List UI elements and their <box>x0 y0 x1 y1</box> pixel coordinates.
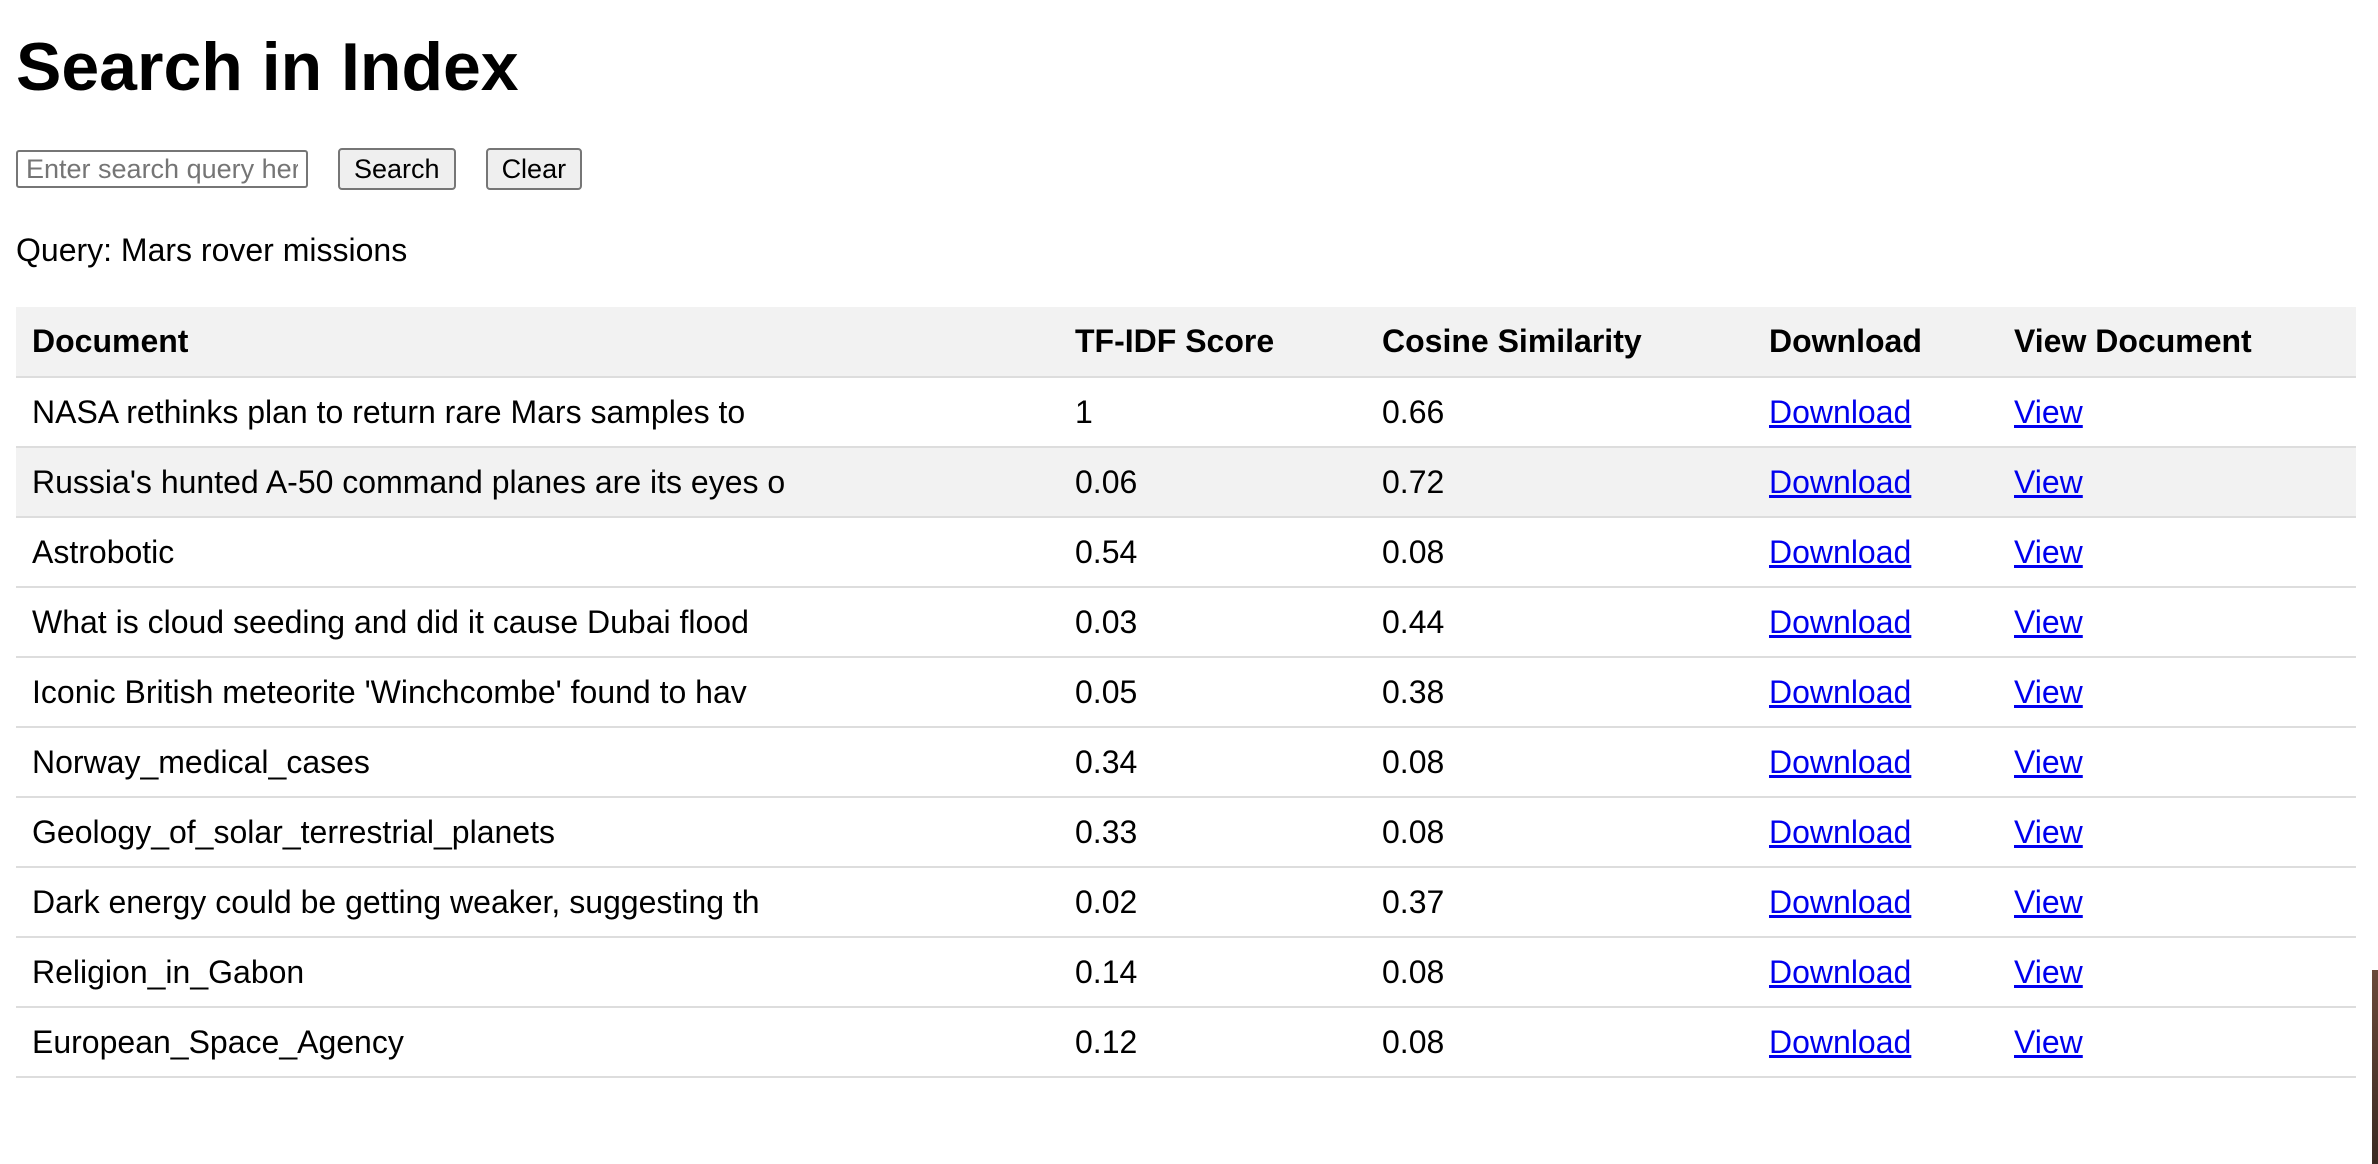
page-title: Search in Index <box>16 29 519 105</box>
table-row: Geology_of_solar_terrestrial_planets 0.3… <box>16 797 2356 868</box>
results-table: Document TF-IDF Score Cosine Similarity … <box>16 307 2356 1078</box>
cell-document: NASA rethinks plan to return rare Mars s… <box>16 377 1059 448</box>
download-link[interactable]: Download <box>1769 1023 1912 1060</box>
window-edge-decoration <box>2372 970 2378 1164</box>
download-link[interactable]: Download <box>1769 463 1912 500</box>
search-input[interactable] <box>16 150 308 188</box>
cell-tfidf: 0.12 <box>1059 1007 1366 1078</box>
download-link[interactable]: Download <box>1769 533 1912 570</box>
cell-tfidf: 0.02 <box>1059 867 1366 938</box>
cell-cosine: 0.38 <box>1366 657 1753 728</box>
view-link[interactable]: View <box>2014 393 2083 430</box>
cell-view: View <box>1998 937 2356 1008</box>
download-link[interactable]: Download <box>1769 603 1912 640</box>
cell-tfidf: 0.34 <box>1059 727 1366 798</box>
cell-cosine: 0.37 <box>1366 867 1753 938</box>
table-row: Russia's hunted A-50 command planes are … <box>16 447 2356 518</box>
cell-cosine: 0.72 <box>1366 447 1753 518</box>
table-row: Norway_medical_cases 0.34 0.08 Download … <box>16 727 2356 798</box>
table-row: NASA rethinks plan to return rare Mars s… <box>16 377 2356 448</box>
cell-download: Download <box>1753 867 1998 938</box>
cell-tfidf: 0.14 <box>1059 937 1366 1008</box>
table-row: European_Space_Agency 0.12 0.08 Download… <box>16 1007 2356 1078</box>
download-link[interactable]: Download <box>1769 743 1912 780</box>
cell-view: View <box>1998 447 2356 518</box>
view-link[interactable]: View <box>2014 953 2083 990</box>
cell-document: Geology_of_solar_terrestrial_planets <box>16 797 1059 868</box>
cell-download: Download <box>1753 447 1998 518</box>
download-link[interactable]: Download <box>1769 953 1912 990</box>
column-header-cosine: Cosine Similarity <box>1366 307 1753 378</box>
cell-view: View <box>1998 867 2356 938</box>
cell-view: View <box>1998 587 2356 658</box>
column-header-tfidf: TF-IDF Score <box>1059 307 1366 378</box>
view-link[interactable]: View <box>2014 463 2083 500</box>
clear-button[interactable]: Clear <box>485 148 583 190</box>
cell-download: Download <box>1753 377 1998 448</box>
cell-view: View <box>1998 1007 2356 1078</box>
table-row: Religion_in_Gabon 0.14 0.08 Download Vie… <box>16 937 2356 1008</box>
cell-document: Religion_in_Gabon <box>16 937 1059 1008</box>
cell-tfidf: 0.05 <box>1059 657 1366 728</box>
cell-view: View <box>1998 727 2356 798</box>
cell-view: View <box>1998 517 2356 588</box>
column-header-view: View Document <box>1998 307 2356 378</box>
cell-cosine: 0.44 <box>1366 587 1753 658</box>
cell-document: Norway_medical_cases <box>16 727 1059 798</box>
cell-document: Dark energy could be getting weaker, sug… <box>16 867 1059 938</box>
download-link[interactable]: Download <box>1769 393 1912 430</box>
cell-download: Download <box>1753 1007 1998 1078</box>
cell-view: View <box>1998 377 2356 448</box>
view-link[interactable]: View <box>2014 883 2083 920</box>
cell-cosine: 0.66 <box>1366 377 1753 448</box>
column-header-download: Download <box>1753 307 1998 378</box>
cell-document: European_Space_Agency <box>16 1007 1059 1078</box>
query-label: Query: Mars rover missions <box>16 232 408 268</box>
view-link[interactable]: View <box>2014 603 2083 640</box>
cell-tfidf: 0.06 <box>1059 447 1366 518</box>
view-link[interactable]: View <box>2014 533 2083 570</box>
cell-tfidf: 0.03 <box>1059 587 1366 658</box>
view-link[interactable]: View <box>2014 673 2083 710</box>
cell-cosine: 0.08 <box>1366 517 1753 588</box>
table-header-row: Document TF-IDF Score Cosine Similarity … <box>16 307 2356 378</box>
view-link[interactable]: View <box>2014 813 2083 850</box>
table-row: Iconic British meteorite 'Winchcombe' fo… <box>16 657 2356 728</box>
cell-tfidf: 0.33 <box>1059 797 1366 868</box>
cell-tfidf: 1 <box>1059 377 1366 448</box>
cell-download: Download <box>1753 517 1998 588</box>
cell-download: Download <box>1753 727 1998 798</box>
cell-cosine: 0.08 <box>1366 797 1753 868</box>
cell-cosine: 0.08 <box>1366 937 1753 1008</box>
cell-download: Download <box>1753 657 1998 728</box>
search-button[interactable]: Search <box>338 148 456 190</box>
cell-tfidf: 0.54 <box>1059 517 1366 588</box>
table-row: Dark energy could be getting weaker, sug… <box>16 867 2356 938</box>
table-row: Astrobotic 0.54 0.08 Download View <box>16 517 2356 588</box>
cell-download: Download <box>1753 587 1998 658</box>
cell-download: Download <box>1753 797 1998 868</box>
download-link[interactable]: Download <box>1769 673 1912 710</box>
cell-view: View <box>1998 657 2356 728</box>
download-link[interactable]: Download <box>1769 813 1912 850</box>
cell-cosine: 0.08 <box>1366 727 1753 798</box>
view-link[interactable]: View <box>2014 1023 2083 1060</box>
download-link[interactable]: Download <box>1769 883 1912 920</box>
search-controls: Search Clear <box>16 147 583 191</box>
view-link[interactable]: View <box>2014 743 2083 780</box>
column-header-document: Document <box>16 307 1059 378</box>
cell-download: Download <box>1753 937 1998 1008</box>
cell-document: Astrobotic <box>16 517 1059 588</box>
cell-view: View <box>1998 797 2356 868</box>
cell-document: Russia's hunted A-50 command planes are … <box>16 447 1059 518</box>
cell-document: Iconic British meteorite 'Winchcombe' fo… <box>16 657 1059 728</box>
cell-document: What is cloud seeding and did it cause D… <box>16 587 1059 658</box>
cell-cosine: 0.08 <box>1366 1007 1753 1078</box>
table-row: What is cloud seeding and did it cause D… <box>16 587 2356 658</box>
